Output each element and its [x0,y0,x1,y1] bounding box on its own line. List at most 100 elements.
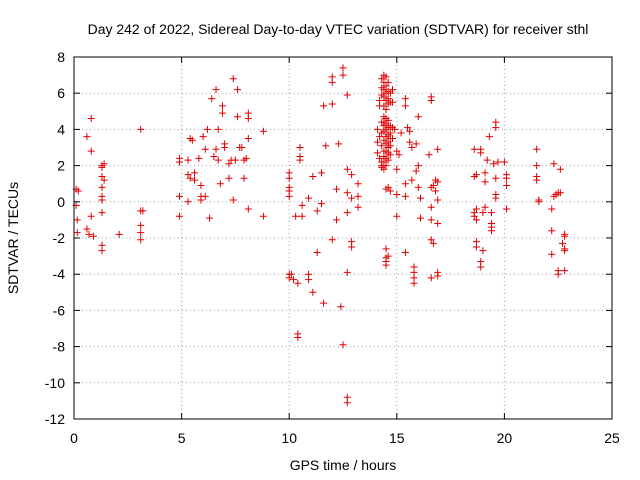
data-point [492,194,500,202]
data-point [548,205,556,213]
data-point [309,288,317,296]
data-point [218,102,226,110]
data-point [175,192,183,200]
data-point [434,196,442,204]
data-point [305,194,313,202]
data-point [309,172,317,180]
data-point [343,165,351,173]
data-point [408,176,416,184]
data-point [386,151,394,159]
data-point [373,125,381,133]
x-axis-label: GPS time / hours [290,457,397,473]
data-point [287,270,295,278]
data-point [87,147,95,155]
data-point [378,142,386,150]
data-point [427,236,435,244]
data-point [244,115,252,123]
data-point [427,274,435,282]
data-point [343,189,351,197]
data-point [427,96,435,104]
data-point [427,203,435,211]
data-point [197,182,205,190]
data-point [382,105,390,113]
data-point [298,212,306,220]
data-point [234,113,242,121]
data-point [386,89,394,97]
data-point [472,216,480,224]
data-point [386,187,394,195]
chart-title: Day 242 of 2022, Sidereal Day-to-day VTE… [88,21,589,37]
data-point [414,162,422,170]
data-point [322,142,330,150]
y-tick-label: 2 [57,158,65,174]
data-point [378,75,386,83]
data-point [320,299,328,307]
data-point [244,134,252,142]
data-point [100,160,108,168]
data-point [98,209,106,217]
data-point [259,212,267,220]
data-point [401,248,409,256]
data-point [416,194,424,202]
x-tick-label: 5 [178,430,186,446]
data-point [380,93,388,101]
data-point [240,174,248,182]
data-point [380,158,388,166]
data-point [305,276,313,284]
data-point [83,133,91,141]
data-point [432,187,440,195]
data-point [414,113,422,121]
data-point [485,133,493,141]
y-tick-label: 8 [57,49,65,65]
data-point [343,209,351,217]
data-point [391,125,399,133]
data-point [98,183,106,191]
data-point [380,136,388,144]
y-tick-label: -2 [53,230,66,246]
data-point [74,187,82,195]
data-point [184,198,192,206]
data-point [229,196,237,204]
data-point [201,145,209,153]
data-point [294,334,302,342]
data-point [238,144,246,151]
data-point [87,212,95,220]
data-point [195,154,203,162]
data-point [490,160,498,168]
data-point [285,274,293,282]
data-point [328,236,336,244]
data-point [382,162,390,170]
data-point [406,138,414,146]
data-point [212,86,220,94]
data-point [89,232,97,240]
data-point [212,145,220,153]
data-point [384,183,392,191]
data-point [348,243,356,251]
data-point [548,227,556,235]
data-point [412,167,420,175]
data-point [337,303,345,311]
data-point [533,145,541,153]
data-point [290,276,298,284]
y-tick-label: -8 [53,339,66,355]
data-point [317,169,325,177]
data-point [503,205,511,213]
data-point [87,115,95,123]
data-point [339,71,347,79]
data-point [535,198,543,206]
data-point [472,243,480,251]
y-tick-label: -12 [45,411,65,427]
data-point [487,209,495,217]
data-point [317,200,325,208]
data-point [85,230,93,238]
data-point [137,229,145,237]
grid-lines [74,57,612,419]
data-point [410,279,418,287]
data-points [72,64,569,407]
data-point [477,263,485,271]
data-point [561,232,569,240]
data-point [98,196,106,204]
data-point [343,399,351,407]
data-point [494,158,502,166]
